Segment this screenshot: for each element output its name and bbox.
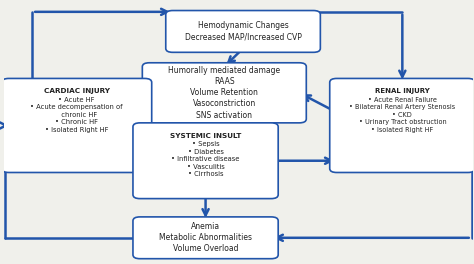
Text: CARDIAC INJURY: CARDIAC INJURY xyxy=(44,88,110,94)
FancyBboxPatch shape xyxy=(142,63,306,123)
Text: Hemodynamic Changes
Decreased MAP/Increased CVP: Hemodynamic Changes Decreased MAP/Increa… xyxy=(184,21,301,41)
Text: SYSTEMIC INSULT: SYSTEMIC INSULT xyxy=(170,133,241,139)
FancyBboxPatch shape xyxy=(133,217,278,259)
FancyBboxPatch shape xyxy=(133,123,278,199)
FancyBboxPatch shape xyxy=(2,78,152,172)
FancyBboxPatch shape xyxy=(166,11,320,52)
Text: • Sepsis
• Diabetes
• Infiltrative disease
• Vasculitis
• Cirrhosis: • Sepsis • Diabetes • Infiltrative disea… xyxy=(172,141,240,177)
Text: • Acute Renal Failure
• Bilateral Renal Artery Stenosis
• CKD
• Urinary Tract ob: • Acute Renal Failure • Bilateral Renal … xyxy=(349,97,456,133)
FancyBboxPatch shape xyxy=(330,78,474,172)
Text: Humorally mediated damage
RAAS
Volume Retention
Vasoconstriction
SNS activation: Humorally mediated damage RAAS Volume Re… xyxy=(168,66,281,120)
Text: • Acute HF
• Acute decompensation of
  chronic HF
• Chronic HF
• Isolated Right : • Acute HF • Acute decompensation of chr… xyxy=(30,97,123,133)
Text: Anemia
Metabolic Abnormalities
Volume Overload: Anemia Metabolic Abnormalities Volume Ov… xyxy=(159,222,252,253)
Text: RENAL INJURY: RENAL INJURY xyxy=(375,88,430,94)
